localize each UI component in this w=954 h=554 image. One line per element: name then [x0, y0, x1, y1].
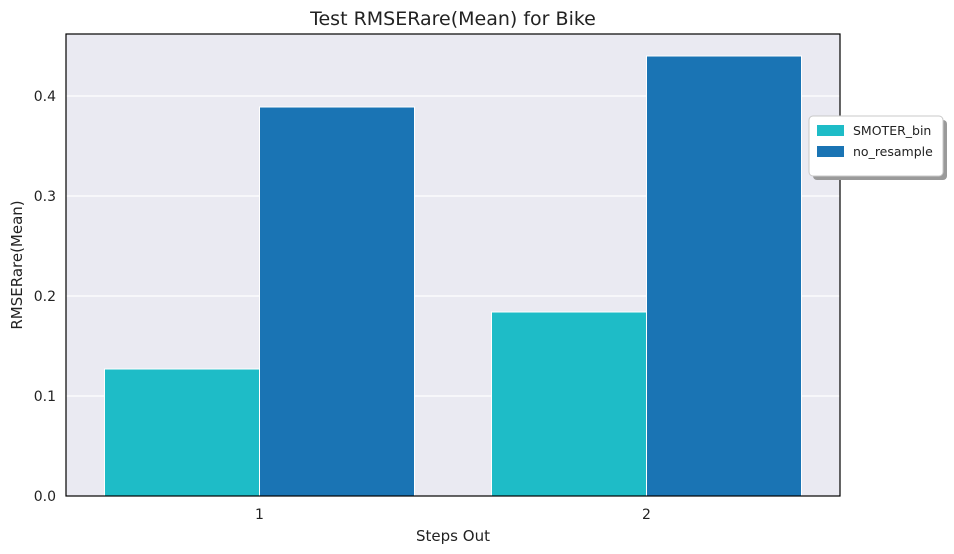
legend-swatch [817, 125, 844, 136]
bar-no_resample-2 [646, 55, 802, 497]
legend-swatch [817, 146, 844, 157]
legend-label: SMOTER_bin [853, 123, 931, 138]
y-tick-label: 0.2 [34, 289, 56, 305]
y-tick-label: 0.3 [34, 189, 56, 205]
bar-SMOTER_bin-1 [104, 368, 260, 497]
plot-frame [65, 33, 841, 497]
y-tick-label: 0.1 [34, 389, 56, 405]
x-axis-title: Steps Out [416, 527, 490, 545]
y-tick-label: 0.4 [34, 89, 56, 105]
y-axis-title: RMSERare(Mean) [8, 200, 26, 329]
bar-no_resample-1 [259, 106, 415, 497]
chart-title: Test RMSERare(Mean) for Bike [309, 8, 596, 30]
legend-label: no_resample [853, 144, 933, 159]
bar-SMOTER_bin-2 [491, 311, 647, 497]
x-tick-label: 2 [642, 507, 651, 523]
legend: SMOTER_bin no_resample [808, 115, 947, 180]
y-axis-ticks: 0.0 0.1 0.2 0.3 0.4 [34, 89, 56, 505]
x-tick-label: 1 [255, 507, 264, 523]
y-tick-label: 0.0 [34, 489, 56, 505]
